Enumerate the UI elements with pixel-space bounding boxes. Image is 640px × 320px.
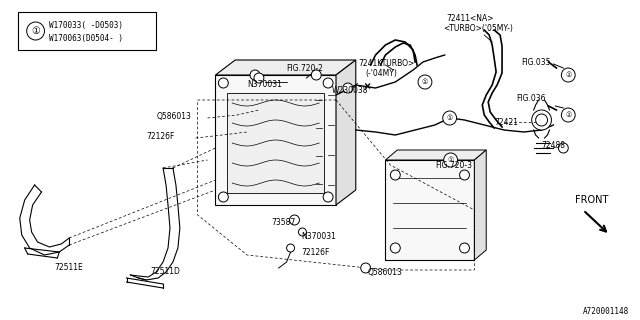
Circle shape [532, 110, 552, 130]
Circle shape [361, 263, 371, 273]
Circle shape [558, 143, 568, 153]
FancyBboxPatch shape [18, 12, 156, 50]
Text: 72488: 72488 [541, 140, 566, 149]
Polygon shape [216, 60, 356, 75]
Circle shape [443, 111, 456, 125]
Circle shape [323, 192, 333, 202]
Circle shape [218, 78, 228, 88]
Text: ①: ① [31, 26, 40, 36]
Circle shape [460, 170, 469, 180]
Circle shape [561, 68, 575, 82]
Circle shape [390, 243, 400, 253]
Circle shape [561, 108, 575, 122]
Circle shape [444, 153, 458, 167]
Circle shape [287, 244, 294, 252]
Circle shape [323, 78, 333, 88]
Text: Q586013: Q586013 [367, 268, 403, 276]
Text: ①: ① [447, 157, 454, 163]
Text: ①: ① [422, 79, 428, 85]
Text: 72126F: 72126F [301, 247, 330, 257]
Circle shape [311, 70, 321, 80]
Text: Q586013: Q586013 [156, 111, 191, 121]
Circle shape [27, 22, 44, 40]
Text: 72511E: 72511E [54, 263, 83, 273]
Text: 73587: 73587 [272, 218, 296, 227]
Circle shape [254, 73, 264, 83]
Text: 72511D: 72511D [150, 268, 180, 276]
Circle shape [418, 75, 432, 89]
Text: 72126F: 72126F [147, 132, 175, 140]
Circle shape [289, 215, 300, 225]
Text: FIG.720-2: FIG.720-2 [287, 63, 323, 73]
Text: W170063(D0504- ): W170063(D0504- ) [49, 34, 124, 43]
Circle shape [343, 83, 353, 93]
Circle shape [390, 170, 400, 180]
Text: 72421: 72421 [494, 117, 518, 126]
Text: FIG.035: FIG.035 [521, 58, 550, 67]
Bar [385, 160, 474, 260]
Polygon shape [385, 150, 486, 160]
Text: W170033( -D0503): W170033( -D0503) [49, 20, 124, 29]
Text: FRONT: FRONT [575, 195, 609, 205]
Circle shape [250, 70, 260, 80]
Text: W230038: W230038 [332, 85, 369, 94]
Text: ①: ① [447, 115, 452, 121]
Text: 72411<NA>: 72411<NA> [447, 13, 494, 22]
Text: <TURBO>('05MY-): <TURBO>('05MY-) [443, 23, 513, 33]
Circle shape [218, 192, 228, 202]
Text: A720001148: A720001148 [583, 308, 629, 316]
Circle shape [536, 114, 547, 126]
Text: (-'04MY): (-'04MY) [365, 68, 397, 77]
Circle shape [460, 243, 469, 253]
Circle shape [298, 228, 307, 236]
Text: FIG.036: FIG.036 [516, 93, 545, 102]
Text: N370031: N370031 [301, 231, 336, 241]
Text: ①: ① [565, 112, 572, 118]
Text: FIG.720-3: FIG.720-3 [435, 161, 472, 170]
Polygon shape [474, 150, 486, 260]
Text: 7241KTURBO>: 7241KTURBO> [359, 59, 415, 68]
Polygon shape [336, 60, 356, 205]
Text: N370031: N370031 [247, 79, 282, 89]
Bar [216, 75, 336, 205]
Bar [227, 93, 324, 193]
Text: ①: ① [565, 72, 572, 78]
